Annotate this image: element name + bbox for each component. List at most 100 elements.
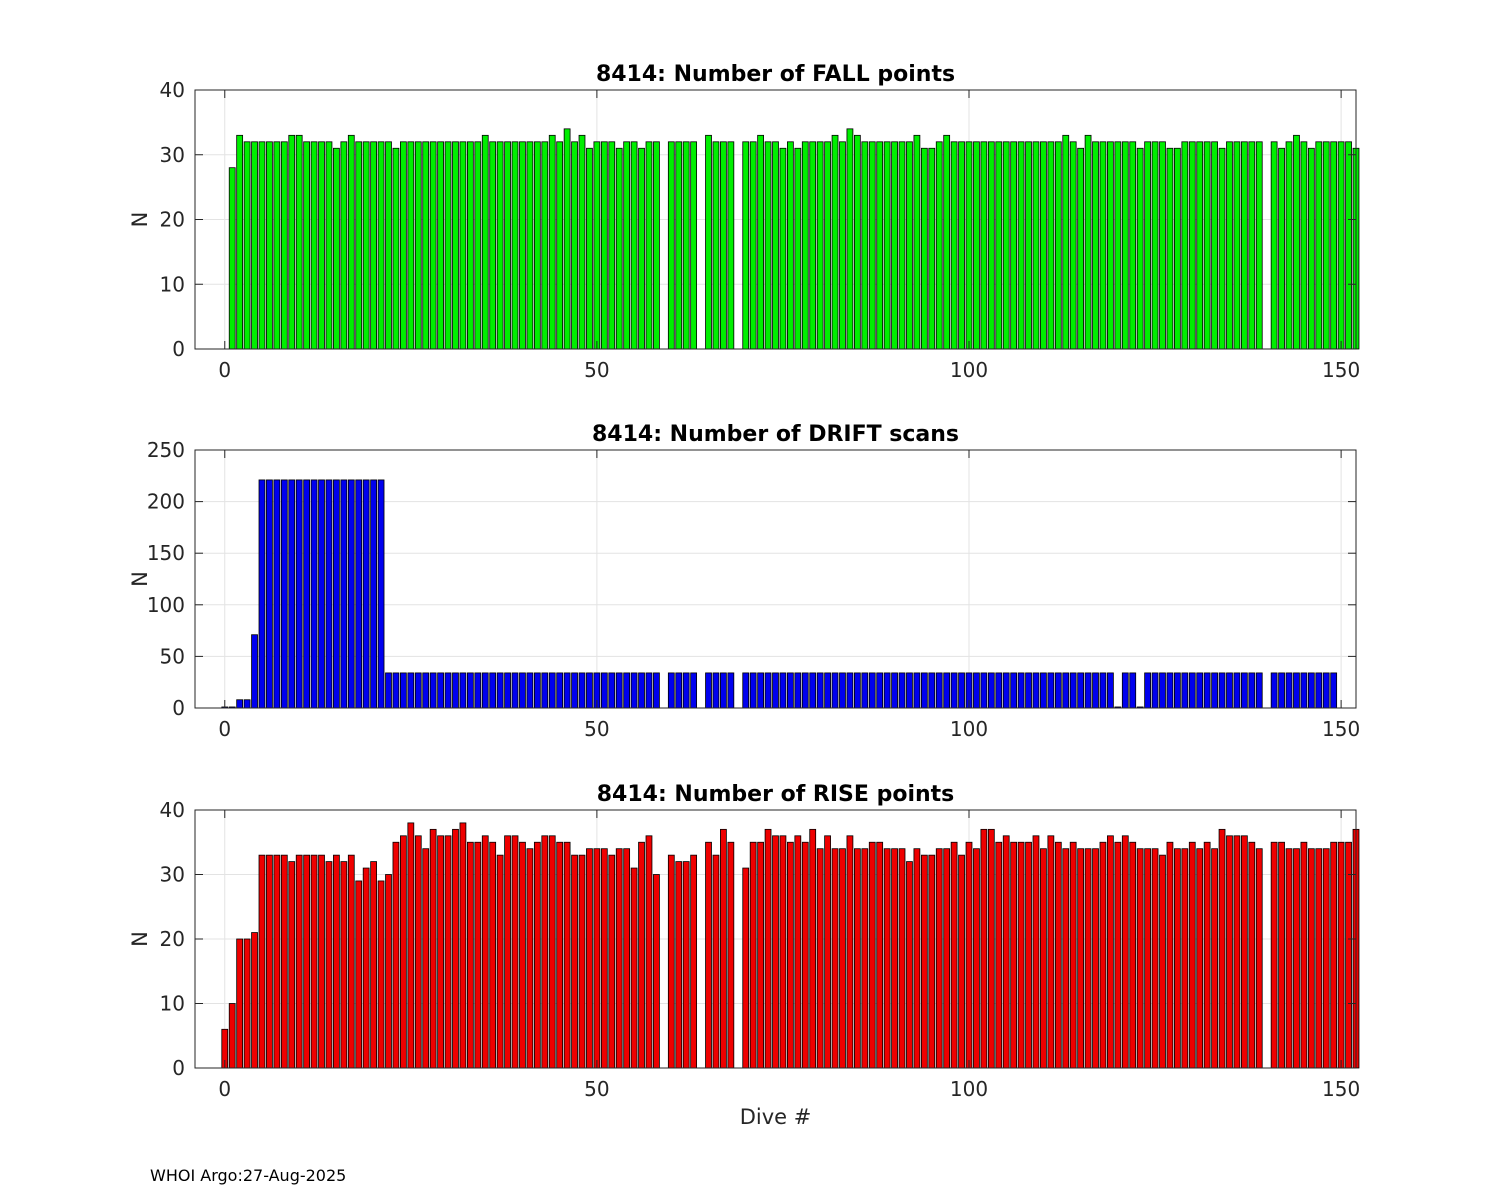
bar-dive-78 [801, 841, 809, 1069]
bar-dive-15 [333, 147, 340, 350]
bar-dive-38 [504, 141, 511, 350]
bar-dive-116 [1084, 848, 1092, 1069]
bar-dive-63 [690, 672, 698, 709]
bar-dive-91 [898, 141, 906, 350]
bar-dive-61 [675, 141, 683, 350]
bar-dive-107 [1017, 841, 1025, 1069]
bar-dive-67 [720, 828, 727, 1069]
bar-dive-99 [958, 854, 965, 1069]
bar-dive-1 [228, 1003, 236, 1069]
bar-dive-16 [340, 141, 348, 350]
bar-dive-27 [422, 848, 430, 1069]
bar-dive-80 [816, 848, 824, 1069]
bar-dive-35 [481, 835, 489, 1069]
bar-dive-109 [1032, 141, 1040, 350]
bar-dive-17 [347, 854, 355, 1069]
bar-dive-127 [1166, 147, 1174, 350]
bar-dive-127 [1166, 841, 1174, 1069]
bar-dive-90 [891, 141, 898, 350]
x-tick-label: 100 [950, 1077, 988, 1101]
bar-dive-123 [1136, 147, 1144, 350]
bar-dive-55 [630, 867, 638, 1069]
bar-dive-22 [385, 874, 392, 1069]
x-tick-label: 150 [1322, 717, 1360, 741]
bar-dive-98 [950, 141, 958, 350]
bar-dive-145 [1300, 841, 1308, 1069]
bar-dive-112 [1054, 141, 1062, 350]
bar-dive-104 [995, 672, 1003, 709]
bar-dive-54 [623, 141, 631, 350]
bar-dive-33 [466, 141, 474, 350]
bar-dive-137 [1240, 141, 1248, 350]
bar-dive-67 [720, 672, 727, 709]
bar-dive-123 [1136, 848, 1144, 1069]
bar-dive-147 [1315, 141, 1323, 350]
bar-dive-19 [362, 141, 370, 350]
bar-dive-42 [533, 141, 541, 350]
bar-dive-29 [437, 141, 444, 350]
bar-dive-14 [325, 861, 333, 1069]
bar-dive-144 [1293, 672, 1300, 709]
bar-dive-3 [243, 141, 251, 350]
bar-dive-122 [1129, 141, 1137, 350]
bar-dive-33 [466, 841, 474, 1069]
bar-dive-66 [712, 854, 720, 1069]
bar-dive-129 [1181, 672, 1189, 709]
x-tick-label: 150 [1322, 358, 1360, 382]
bar-dive-76 [787, 841, 794, 1069]
bar-dive-105 [1002, 672, 1010, 709]
bar-dive-125 [1151, 141, 1159, 350]
bar-dive-94 [920, 854, 928, 1069]
bar-dive-135 [1226, 672, 1233, 709]
bar-dive-106 [1010, 141, 1018, 350]
bar-dive-60 [667, 672, 675, 709]
bar-dive-6 [266, 479, 273, 709]
bar-dive-81 [824, 141, 831, 350]
bar-dive-84 [846, 672, 854, 709]
x-tick-label: 50 [584, 717, 609, 741]
bar-dive-139 [1255, 848, 1263, 1069]
bar-dive-83 [839, 672, 846, 709]
bar-dive-129 [1181, 141, 1189, 350]
bar-dive-94 [920, 672, 928, 709]
bar-dive-103 [987, 828, 995, 1069]
bar-dive-45 [556, 672, 564, 709]
y-tick-label: 20 [160, 208, 185, 232]
bar-dive-39 [511, 672, 519, 709]
bar-dive-124 [1144, 848, 1151, 1069]
bar-dive-91 [898, 672, 906, 709]
bar-dive-130 [1188, 672, 1196, 709]
bar-dive-11 [303, 479, 311, 709]
bar-dive-131 [1196, 848, 1204, 1069]
bar-dive-83 [839, 141, 846, 350]
bar-dive-15 [333, 854, 340, 1069]
bar-dive-22 [385, 141, 392, 350]
bar-dive-141 [1270, 141, 1278, 350]
bar-dive-88 [876, 841, 884, 1069]
bar-dive-107 [1017, 672, 1025, 709]
bar-dive-82 [831, 672, 839, 709]
bar-dive-98 [950, 672, 958, 709]
bar-dive-2 [236, 699, 244, 709]
bar-dive-60 [667, 854, 675, 1069]
bar-dive-62 [682, 672, 690, 709]
bar-dive-48 [578, 672, 586, 709]
bar-dive-138 [1248, 141, 1256, 350]
y-tick-label: 30 [160, 863, 185, 887]
bar-dive-110 [1040, 141, 1047, 350]
bar-dive-132 [1203, 141, 1211, 350]
bar-dive-32 [459, 822, 467, 1069]
bar-dive-138 [1248, 841, 1256, 1069]
y-tick-label: 30 [160, 143, 185, 167]
bar-dive-35 [481, 134, 489, 350]
bar-dive-116 [1084, 672, 1092, 709]
bar-dive-102 [980, 828, 988, 1069]
bar-dive-7 [273, 141, 281, 350]
bar-dive-145 [1300, 672, 1308, 709]
bar-dive-149 [1330, 672, 1338, 709]
bar-dive-33 [466, 672, 474, 709]
bar-dive-8 [280, 854, 288, 1069]
bar-dive-70 [742, 672, 750, 709]
x-tick-label: 100 [950, 358, 988, 382]
bar-dive-42 [533, 841, 541, 1069]
